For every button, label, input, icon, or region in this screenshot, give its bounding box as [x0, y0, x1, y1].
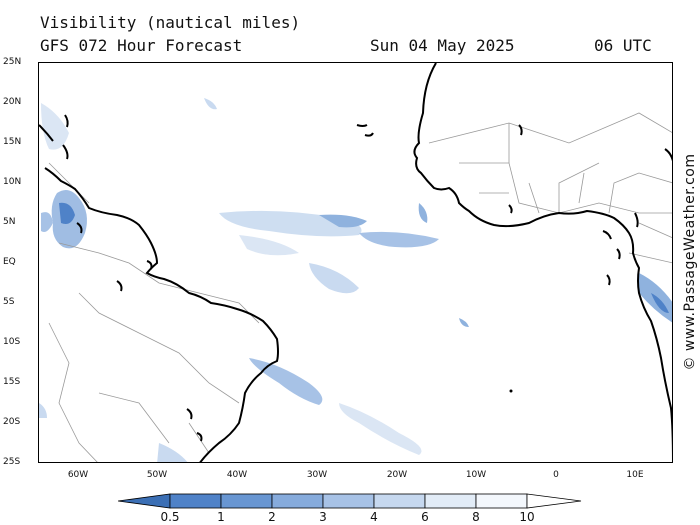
lon-label-10w: 10W — [465, 470, 487, 480]
low-visibility-areas — [39, 98, 672, 462]
island-marker — [509, 389, 513, 393]
lat-label-20s: 20S — [3, 417, 21, 427]
forecast-time: 06 UTC — [594, 36, 652, 55]
lon-label-10e: 10E — [626, 470, 644, 480]
lat-label-25n: 25N — [3, 57, 22, 67]
lon-label-30w: 30W — [306, 470, 328, 480]
lon-label-20w: 20W — [386, 470, 408, 480]
legend-label: 1 — [217, 510, 225, 524]
map-title: Visibility (nautical miles) — [40, 13, 301, 32]
visibility-map[interactable] — [38, 62, 673, 463]
lat-label-20n: 20N — [3, 97, 22, 107]
lon-label-60w: 60W — [67, 470, 89, 480]
legend-swatch-3 — [271, 493, 324, 509]
coastlines — [39, 63, 672, 462]
legend-swatch-7 — [475, 493, 528, 509]
visibility-legend — [117, 493, 582, 513]
lat-label-eq: EQ — [3, 257, 16, 267]
lon-label-50w: 50W — [146, 470, 168, 480]
legend-label: 10 — [519, 510, 535, 524]
legend-swatch-0 — [117, 493, 171, 509]
legend-label: 0.5 — [160, 510, 180, 524]
copyright-watermark: © www.PassageWeather.com — [682, 153, 698, 371]
legend-swatch-6 — [424, 493, 477, 509]
lat-label-25s: 25S — [3, 457, 21, 467]
legend-swatch-5 — [373, 493, 426, 509]
legend-label: 4 — [370, 510, 378, 524]
lat-label-10s: 10S — [3, 337, 21, 347]
lat-label-10n: 10N — [3, 177, 22, 187]
legend-swatch-1 — [169, 493, 222, 509]
legend-label: 8 — [472, 510, 480, 524]
forecast-subtitle: GFS 072 Hour Forecast — [40, 36, 243, 55]
forecast-date: Sun 04 May 2025 — [370, 36, 515, 55]
lat-label-15s: 15S — [3, 377, 21, 387]
legend-label: 6 — [421, 510, 429, 524]
lon-label-40w: 40W — [226, 470, 248, 480]
lon-label-0: 0 — [553, 470, 559, 480]
lat-label-5s: 5S — [3, 297, 15, 307]
lat-label-5n: 5N — [3, 217, 16, 227]
legend-swatch-4 — [322, 493, 375, 509]
lat-label-15n: 15N — [3, 137, 22, 147]
legend-swatch-2 — [220, 493, 273, 509]
legend-swatch-8 — [526, 493, 582, 509]
legend-label: 3 — [319, 510, 327, 524]
legend-label: 2 — [268, 510, 276, 524]
country-borders — [48, 112, 672, 462]
